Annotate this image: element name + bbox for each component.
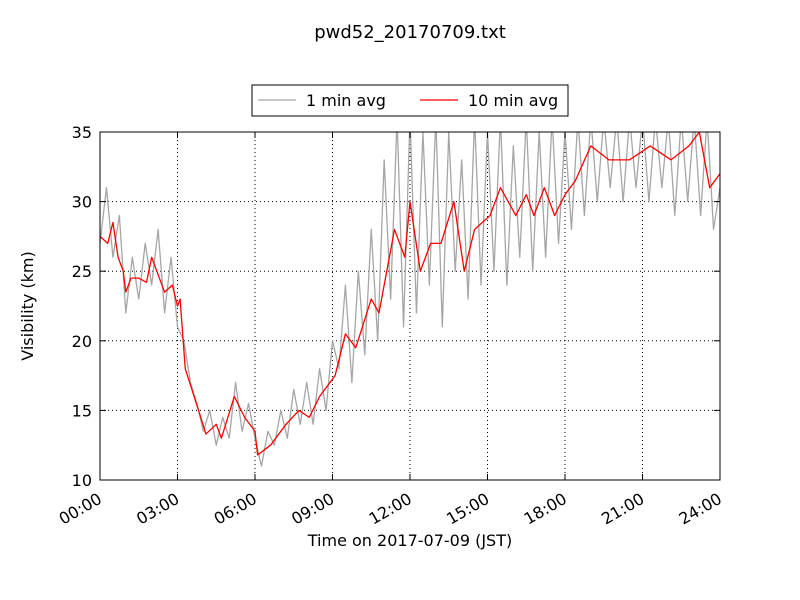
x-axis-label: Time on 2017-07-09 (JST) bbox=[307, 531, 512, 550]
series-line bbox=[100, 132, 720, 467]
y-tick-label: 30 bbox=[72, 193, 92, 212]
series-line bbox=[100, 132, 720, 456]
y-tick-label: 20 bbox=[72, 332, 92, 351]
legend-label: 10 min avg bbox=[468, 91, 558, 110]
y-tick-label: 10 bbox=[72, 471, 92, 490]
legend-label: 1 min avg bbox=[306, 91, 386, 110]
legend: 1 min avg 10 min avg bbox=[251, 84, 569, 117]
y-tick-label: 25 bbox=[72, 262, 92, 281]
y-tick-label: 35 bbox=[72, 123, 92, 142]
y-tick-label: 15 bbox=[72, 401, 92, 420]
legend-box bbox=[251, 84, 569, 117]
chart-title: pwd52_20170709.txt bbox=[314, 22, 506, 43]
y-axis-label: Visibility (km) bbox=[18, 251, 37, 360]
plot-area bbox=[100, 132, 720, 467]
